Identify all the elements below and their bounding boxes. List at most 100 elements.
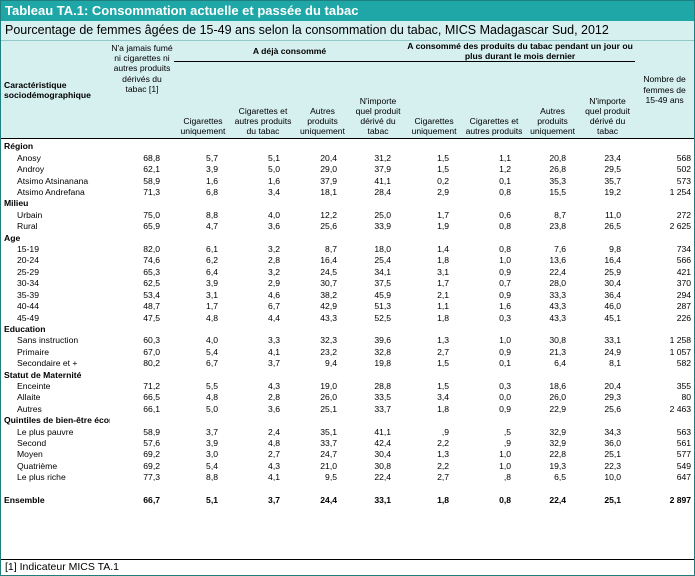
table-cell: 8,1	[609, 358, 622, 369]
table-cell: 1,8	[437, 255, 450, 266]
table-row: Androy 62,1 3,9 5,0 29,0 37,9 1,5 1,2 26,8 29,5 50…	[1, 164, 694, 175]
table-cell	[580, 324, 635, 335]
header-group-ever: A déjà consommé	[174, 41, 406, 63]
table-cell	[174, 139, 232, 153]
table-cell	[580, 370, 635, 381]
row-label: Secondaire et +	[17, 358, 78, 369]
table-cell: 69,2	[143, 460, 160, 471]
table-cell: 549	[676, 460, 692, 471]
table-cell: 2,2	[437, 460, 450, 471]
table-cell: 65,9	[143, 221, 160, 232]
table-cell	[232, 139, 294, 153]
table-cell: 42,9	[320, 301, 337, 312]
table-cell: 4,1	[268, 346, 280, 357]
section-header-row: Age	[1, 233, 694, 244]
table-cell: 370	[676, 278, 692, 289]
table-cell: 38,2	[320, 289, 337, 300]
table-cell: 43,3	[549, 301, 567, 312]
table-cell	[110, 233, 174, 244]
table-cell: 19,8	[374, 358, 392, 369]
table-body: Région Anosy 68,8 5,7 5,1 20,4 31,2 1,5 1,1 20,8 2…	[1, 139, 694, 509]
table-cell: 3,7	[268, 358, 280, 369]
table-cell: 0,2	[437, 175, 450, 186]
table-cell: 355	[676, 380, 692, 391]
table-cell	[580, 233, 635, 244]
table-cell: 19,2	[604, 187, 622, 198]
section-header-row: Quintiles de bien-être économique	[1, 415, 694, 426]
table-cell: 5,1	[268, 152, 280, 163]
table-cell: 2,9	[268, 278, 280, 289]
table-cell	[405, 198, 463, 209]
table-cell: 31,2	[374, 152, 392, 163]
table-cell: 39,6	[374, 335, 392, 346]
table-cell: 3,6	[268, 221, 280, 232]
table-cell: 9,4	[325, 358, 337, 369]
header-current-cigarettes-other: Cigarettes et autres produits	[463, 61, 526, 139]
row-label: Quintiles de bien-être économique	[4, 415, 110, 426]
table-cell: 1,3	[437, 335, 450, 346]
table-cell: 1,8	[437, 403, 450, 414]
table-row: Sans instruction 60,3 4,0 3,3 32,3 39,6 1,3 1,0…	[1, 335, 694, 346]
table-cell: 19,0	[320, 380, 337, 391]
table-cell: 33,1	[374, 494, 392, 505]
table-cell	[294, 139, 351, 153]
table-cell: 33,9	[374, 221, 392, 232]
table-cell: 24,5	[320, 266, 337, 277]
table-cell: 1,6	[268, 175, 280, 186]
table-cell: 41,1	[374, 426, 392, 437]
table-cell: 82,0	[143, 244, 160, 255]
table-cell: 25,1	[604, 449, 622, 460]
section-header-row: Région	[1, 139, 694, 153]
table-cell: 3,4	[437, 392, 450, 403]
table-cell: 1,0	[499, 460, 512, 471]
table-cell: 1,7	[206, 301, 218, 312]
table-row: Allaite 66,5 4,8 2,8 26,0 33,5 3,4 0,0 26,0 29,3 8…	[1, 392, 694, 403]
table-cell	[405, 324, 463, 335]
table-cell: 3,9	[206, 437, 218, 448]
row-label: Ensemble	[4, 494, 45, 505]
table-cell: 77,3	[143, 472, 160, 483]
table-cell: 46,0	[604, 301, 622, 312]
table-cell: 2 625	[669, 221, 692, 232]
spacer-cell	[1, 484, 694, 492]
table-cell: 26,5	[604, 221, 622, 232]
table-cell: 20,4	[320, 152, 337, 163]
table-cell: 2,9	[437, 187, 450, 198]
table-subtitle: Pourcentage de femmes âgées de 15-49 ans…	[1, 21, 694, 41]
table-cell	[463, 324, 525, 335]
table-cell: 3,7	[206, 426, 218, 437]
table-cell: 4,8	[206, 312, 218, 323]
table-cell	[405, 139, 463, 153]
table-cell: 1,8	[437, 494, 450, 505]
table-cell: 1,0	[499, 335, 512, 346]
table-row: Autres 66,1 5,0 3,6 25,1 33,7 1,8 0,9 22,9 25,6 2 …	[1, 404, 694, 415]
table-cell: 32,9	[549, 437, 567, 448]
table-cell: 4,4	[268, 312, 280, 323]
table-row: Le plus pauvre 58,9 3,7 2,4 35,1 41,1 ,9 ,5 32,9…	[1, 427, 694, 438]
table-cell: 577	[676, 449, 692, 460]
table-header: Caractéristique sociodémographique N'a j…	[1, 41, 694, 140]
table-cell: 43,3	[549, 312, 567, 323]
table-cell	[294, 370, 351, 381]
table-cell: 4,3	[268, 460, 280, 471]
table-cell: 1 057	[669, 346, 692, 357]
table-cell: 28,0	[549, 278, 567, 289]
table-cell: 4,7	[206, 221, 218, 232]
table-cell: 1,5	[437, 380, 450, 391]
table-cell	[405, 233, 463, 244]
table-cell: 24,9	[604, 346, 622, 357]
table-cell	[580, 139, 635, 153]
table-cell: 573	[676, 175, 692, 186]
table-cell: 0,9	[499, 403, 512, 414]
table-cell: 53,4	[143, 289, 160, 300]
table-cell: 30,7	[320, 278, 337, 289]
table-cell: 58,9	[143, 426, 160, 437]
table-cell	[463, 370, 525, 381]
table-cell: 35,1	[320, 426, 337, 437]
table-cell: 22,4	[549, 494, 567, 505]
table-cell: 1,7	[437, 209, 450, 220]
table-cell: 25,1	[320, 403, 337, 414]
table-cell: 42,4	[374, 437, 392, 448]
header-current-cigarettes: Cigarettes uniquement	[405, 61, 464, 139]
table-cell: 52,5	[374, 312, 392, 323]
